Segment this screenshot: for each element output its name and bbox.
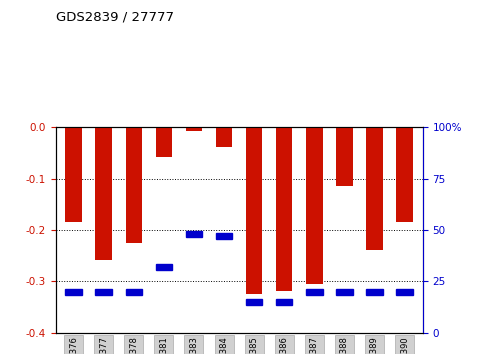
Bar <box>395 335 414 354</box>
Bar <box>245 335 264 354</box>
Bar <box>185 127 202 131</box>
Bar <box>216 233 232 239</box>
Bar <box>156 127 172 157</box>
Text: GSM159389: GSM159389 <box>370 336 379 354</box>
Text: GSM159387: GSM159387 <box>310 336 319 354</box>
Bar <box>365 335 384 354</box>
Bar <box>276 299 293 305</box>
Bar <box>94 335 113 354</box>
Bar <box>335 335 354 354</box>
Bar <box>276 127 293 291</box>
Bar <box>306 289 323 295</box>
Bar <box>306 127 323 284</box>
Bar <box>275 335 294 354</box>
Bar <box>185 231 202 237</box>
Bar <box>396 289 413 295</box>
Bar <box>305 335 324 354</box>
Bar <box>156 264 172 270</box>
Bar <box>214 335 233 354</box>
Bar <box>124 335 143 354</box>
Bar <box>216 127 232 147</box>
Bar <box>336 289 353 295</box>
Bar <box>336 127 353 187</box>
Bar <box>126 127 142 243</box>
Text: GSM159376: GSM159376 <box>69 336 78 354</box>
Text: GSM159390: GSM159390 <box>400 336 409 354</box>
Bar <box>65 289 82 295</box>
Bar <box>366 289 383 295</box>
Bar <box>126 289 142 295</box>
Bar <box>366 127 383 250</box>
Bar <box>155 335 173 354</box>
Text: GSM159385: GSM159385 <box>250 336 258 354</box>
Bar <box>185 335 203 354</box>
Text: GSM159383: GSM159383 <box>189 336 199 354</box>
Bar <box>64 335 83 354</box>
Text: GSM159377: GSM159377 <box>99 336 108 354</box>
Bar <box>65 127 82 222</box>
Text: GSM159378: GSM159378 <box>129 336 138 354</box>
Text: GSM159388: GSM159388 <box>340 336 349 354</box>
Text: GSM159386: GSM159386 <box>280 336 289 354</box>
Bar <box>96 127 112 260</box>
Bar <box>246 299 262 305</box>
Bar <box>396 127 413 222</box>
Bar <box>246 127 262 294</box>
Bar <box>96 289 112 295</box>
Text: GDS2839 / 27777: GDS2839 / 27777 <box>56 11 173 24</box>
Text: GSM159381: GSM159381 <box>159 336 169 354</box>
Text: GSM159384: GSM159384 <box>220 336 228 354</box>
